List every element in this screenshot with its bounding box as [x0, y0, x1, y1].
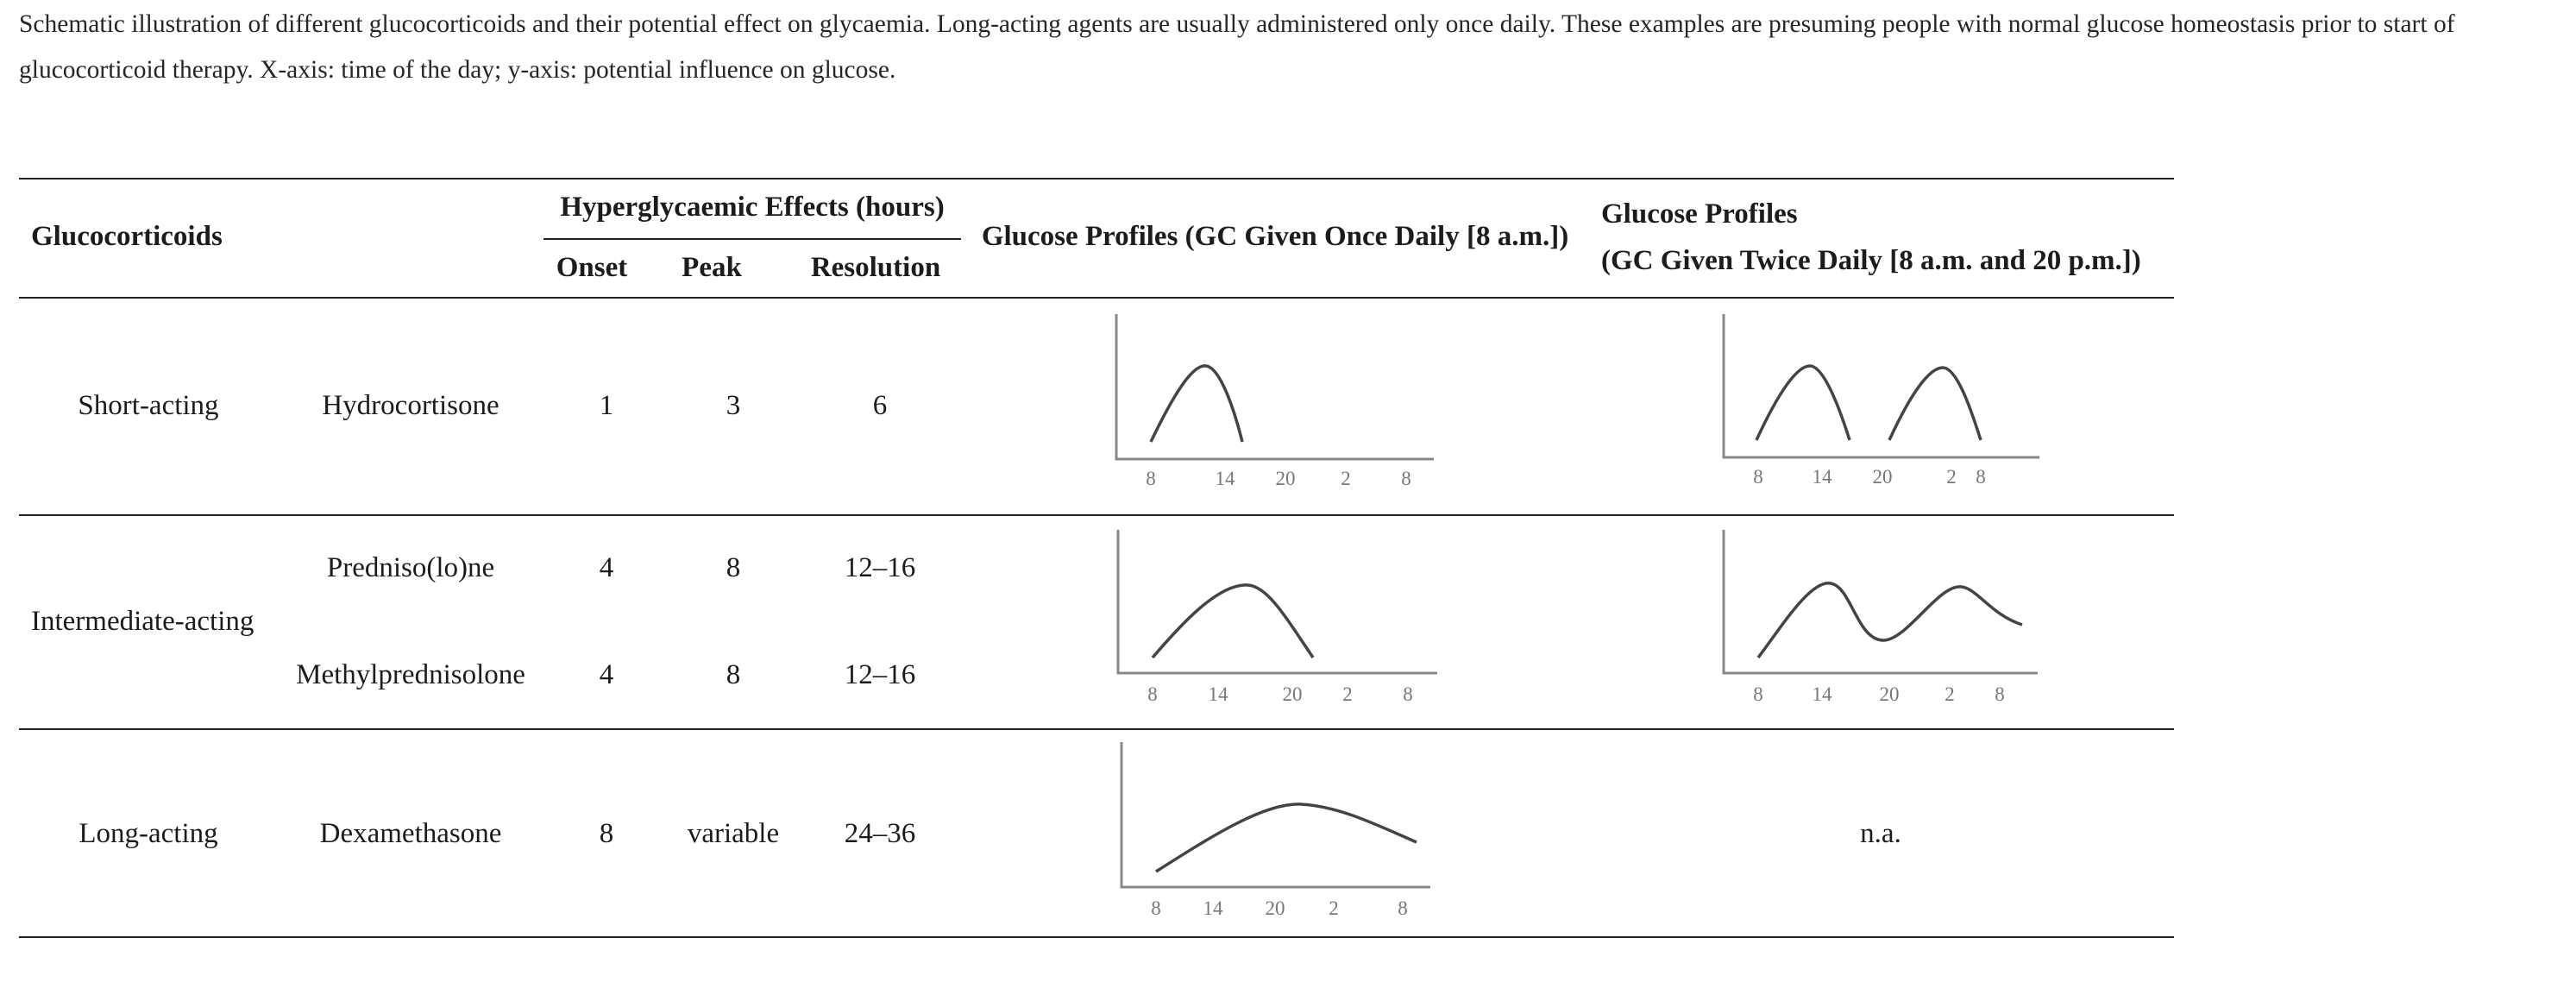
table-bottom-rule	[19, 936, 2174, 938]
x-tick-label: 2	[1329, 897, 1339, 919]
x-tick-label: 14	[1209, 683, 1229, 705]
row-divider-2	[19, 728, 2174, 730]
header-onset: Onset	[556, 252, 628, 283]
header-profile-once: Glucose Profiles (GC Given Once Daily [8…	[981, 221, 1569, 252]
x-tick-label: 8	[1976, 466, 1986, 488]
profile-curve	[1756, 582, 2023, 659]
glucose-profile-short-once: 8 14 20 2 8	[1115, 314, 1434, 489]
x-tick-label: 2	[1946, 466, 1957, 488]
x-tick-labels: 8 14 20 2 8	[1147, 683, 1413, 705]
header-profile-twice-line2: (GC Given Twice Daily [8 a.m. and 20 p.m…	[1601, 245, 2141, 276]
profile-axes	[1120, 742, 1430, 889]
x-tick-label: 8	[1401, 468, 1411, 489]
x-tick-label: 14	[1813, 683, 1833, 705]
x-tick-label: 20	[1873, 466, 1893, 488]
profile-axes	[1116, 530, 1437, 675]
figure-caption: Schematic illustration of different gluc…	[19, 10, 2455, 84]
x-tick-label: 20	[1276, 468, 1296, 489]
x-tick-label: 8	[1151, 897, 1161, 919]
profile-curve	[1149, 364, 1244, 443]
glucose-profile-intermediate-once: 8 14 20 2 8	[1116, 530, 1437, 705]
x-tick-labels: 8 14 20 2 8	[1151, 897, 1408, 919]
category-long-acting: Long-acting	[79, 818, 218, 849]
profile-curve-dose2	[1888, 366, 1982, 441]
x-tick-label: 14	[1216, 468, 1236, 489]
x-tick-label: 20	[1880, 683, 1900, 705]
x-tick-labels: 8 14 20 2 8	[1146, 468, 1411, 489]
header-peak: Peak	[682, 252, 742, 283]
header-glucocorticoids: Glucocorticoids	[31, 221, 223, 252]
profile-curve	[1151, 583, 1315, 659]
header-hyperglycaemic-effects: Hyperglycaemic Effects (hours)	[560, 192, 945, 223]
profile-curve-dose1	[1755, 364, 1851, 441]
x-tick-label: 20	[1283, 683, 1303, 705]
drug-name: Dexamethasone	[319, 818, 502, 849]
x-tick-labels: 8 14 20 2 8	[1753, 466, 1986, 488]
x-tick-label: 14	[1203, 897, 1224, 919]
onset-value: 4	[599, 552, 614, 583]
row-divider-1	[19, 514, 2174, 516]
x-tick-label: 8	[1403, 683, 1413, 705]
category-short-acting: Short-acting	[78, 390, 219, 421]
x-tick-label: 8	[1146, 468, 1156, 489]
x-tick-label: 14	[1813, 466, 1833, 488]
x-tick-label: 2	[1945, 683, 1955, 705]
peak-value: 3	[726, 390, 741, 421]
peak-value: 8	[726, 552, 741, 583]
header-resolution: Resolution	[810, 252, 941, 283]
onset-value: 1	[599, 390, 614, 421]
resolution-value: 6	[872, 390, 888, 421]
drug-name: Methylprednisolone	[296, 659, 525, 690]
profile-axes	[1115, 314, 1434, 461]
x-tick-label: 2	[1341, 468, 1351, 489]
x-tick-label: 2	[1342, 683, 1353, 705]
drug-name: Predniso(lo)ne	[326, 552, 495, 583]
header-group-rule	[543, 238, 961, 240]
glucose-profile-long-once: 8 14 20 2 8	[1120, 742, 1430, 919]
x-tick-label: 8	[1753, 466, 1763, 488]
profile-not-applicable: n.a.	[1860, 818, 1901, 849]
header-profile-twice-line1: Glucose Profiles	[1601, 198, 1798, 230]
resolution-value: 12–16	[844, 659, 916, 690]
peak-value: 8	[726, 659, 741, 690]
x-tick-label: 8	[1753, 683, 1763, 705]
header-bottom-rule	[19, 297, 2174, 299]
x-tick-label: 20	[1266, 897, 1285, 919]
onset-value: 4	[599, 659, 614, 690]
category-intermediate-acting: Intermediate-acting	[31, 606, 254, 637]
profile-axes	[1722, 530, 2038, 675]
table-top-rule	[19, 178, 2174, 179]
x-tick-labels: 8 14 20 2 8	[1753, 683, 2005, 705]
profile-axes	[1722, 314, 2039, 459]
drug-name: Hydrocortisone	[322, 390, 499, 421]
peak-value: variable	[687, 818, 780, 849]
x-tick-label: 8	[1398, 897, 1408, 919]
x-tick-label: 8	[1995, 683, 2005, 705]
x-tick-label: 8	[1147, 683, 1158, 705]
glucose-profile-short-twice: 8 14 20 2 8	[1722, 314, 2039, 488]
resolution-value: 12–16	[844, 552, 916, 583]
profile-curve	[1155, 803, 1417, 873]
glucose-profile-intermediate-twice: 8 14 20 2 8	[1722, 530, 2038, 705]
resolution-value: 24–36	[844, 818, 916, 849]
onset-value: 8	[599, 818, 614, 849]
